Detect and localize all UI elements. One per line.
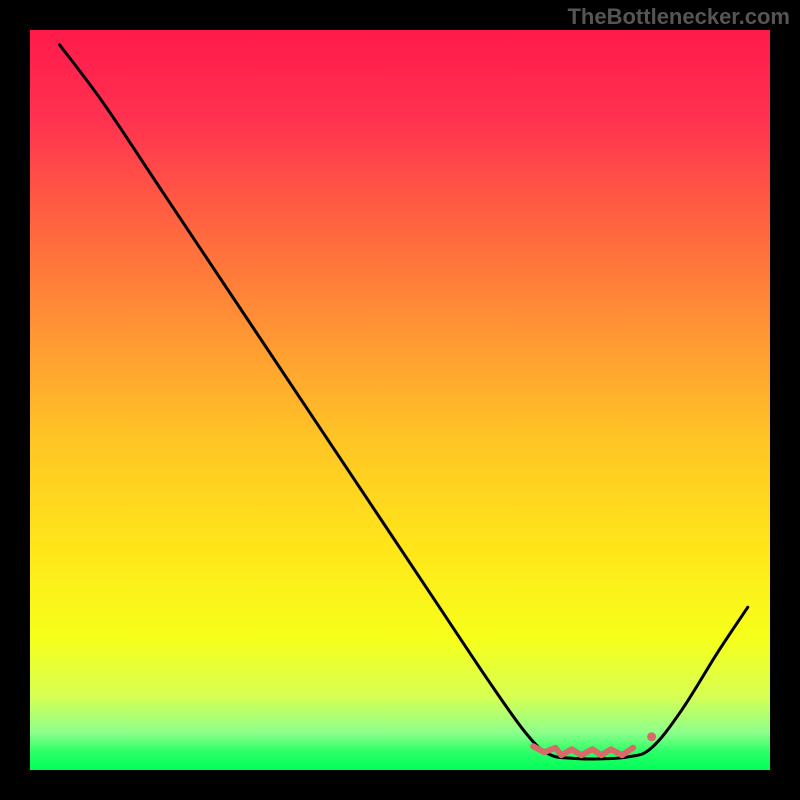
bottleneck-curve	[60, 45, 748, 759]
plot-area	[30, 30, 770, 770]
highlight-dot	[647, 732, 656, 741]
chart-container: TheBottlenecker.com	[0, 0, 800, 800]
highlight-squiggle	[533, 746, 633, 755]
curve-layer	[30, 30, 770, 770]
watermark-text: TheBottlenecker.com	[567, 4, 790, 30]
